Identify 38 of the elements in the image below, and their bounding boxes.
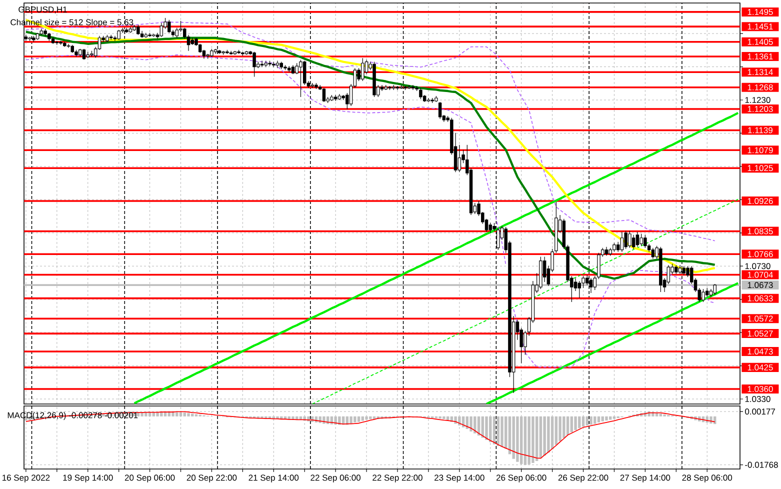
ref-line-label: 1.0926 (748, 198, 773, 204)
x-tick-label: 26 Sep 06:00 (496, 474, 546, 482)
ref-line-label: 1.0835 (748, 228, 773, 234)
x-tick-label: 23 Sep 14:00 (434, 474, 484, 482)
ref-line-label: 1.0704 (748, 272, 773, 278)
x-tick-label: 22 Sep 06:00 (310, 474, 360, 482)
x-tick-label: 27 Sep 14:00 (620, 474, 670, 482)
ref-line-label: 1.0473 (748, 348, 773, 354)
x-tick-label: 16 Sep 2022 (2, 474, 50, 482)
ref-line-label: 1.0527 (748, 330, 773, 337)
ref-line-label: 1.0633 (748, 295, 773, 302)
ref-line-label: 1.1079 (748, 147, 773, 154)
ref-line-label: 1.1314 (748, 69, 773, 76)
ref-line-label: 1.0425 (748, 364, 773, 370)
x-tick-label: 22 Sep 22:00 (372, 474, 422, 482)
ref-line-label: 1.1268 (748, 84, 773, 90)
y-tick-label: 1.1230 (745, 96, 770, 103)
y-tick-label: 1.0730 (745, 263, 770, 270)
ref-line-label: 1.0572 (748, 316, 773, 322)
ref-line-label: 1.0766 (748, 251, 773, 258)
y-tick-label: -0.01768 (745, 462, 778, 468)
ref-line-label: 1.1203 (748, 106, 773, 112)
x-tick-label: 21 Sep 14:00 (248, 474, 299, 482)
ref-line-label: 1.0360 (748, 386, 773, 392)
ref-line-label: 1.1139 (748, 127, 772, 134)
x-tick-label: 20 Sep 06:00 (124, 474, 175, 482)
x-tick-label: 19 Sep 14:00 (63, 474, 113, 482)
y-tick-label: 0.00177 (745, 408, 775, 415)
ref-line-label: 1.1451 (748, 24, 773, 30)
ref-line-label: 1.0673 (748, 282, 773, 288)
ref-line-label: 1.1361 (748, 53, 773, 60)
x-tick-label: 20 Sep 22:00 (186, 474, 237, 482)
ref-line-label: 1.1405 (748, 38, 773, 45)
x-tick-label: 28 Sep 06:00 (682, 474, 732, 482)
x-tick-label: 26 Sep 22:00 (558, 474, 608, 482)
y-tick-label: 1.0330 (745, 396, 770, 402)
ref-line-label: 1.1025 (748, 165, 773, 172)
ref-line-label: 1.1495 (748, 8, 773, 15)
